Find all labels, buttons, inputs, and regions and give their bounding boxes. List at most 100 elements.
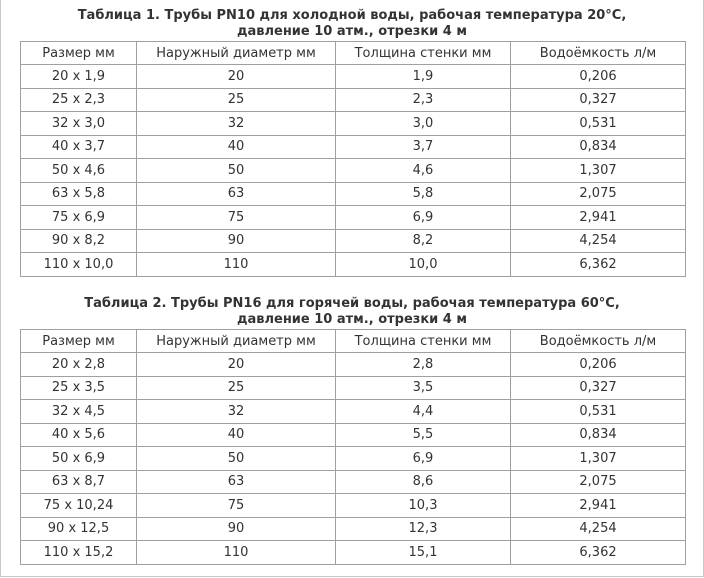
table-row: 50 x 4,6 50 4,6 1,307 [20,158,686,183]
cell-outer-diameter: 63 [136,469,336,494]
cell-size: 32 x 4,5 [20,399,137,424]
cell-outer-diameter: 20 [136,352,336,377]
table-row: 40 x 3,7 40 3,7 0,834 [20,134,686,159]
cell-wall-thickness: 4,6 [335,158,511,183]
table-row: 20 x 2,8 20 2,8 0,206 [20,352,686,377]
cell-wall-thickness: 3,0 [335,111,511,136]
cell-water-capacity: 4,254 [510,228,686,253]
cell-size: 90 x 8,2 [20,228,137,253]
cell-size: 90 x 12,5 [20,516,137,541]
table-row: 110 x 10,0 110 10,0 6,362 [20,252,686,277]
cell-outer-diameter: 40 [136,422,336,447]
cell-size: 40 x 3,7 [20,134,137,159]
cell-outer-diameter: 75 [136,493,336,518]
cell-outer-diameter: 90 [136,516,336,541]
table-row: 63 x 5,8 63 5,8 2,075 [20,181,686,206]
cell-water-capacity: 2,941 [510,493,686,518]
cell-size: 25 x 2,3 [20,87,137,112]
header-outer-diameter: Наружный диаметр мм [136,41,336,65]
cell-water-capacity: 0,327 [510,87,686,112]
cell-size: 110 x 15,2 [20,540,137,565]
cell-outer-diameter: 32 [136,111,336,136]
cell-size: 20 x 1,9 [20,64,137,89]
cell-water-capacity: 0,834 [510,422,686,447]
cell-wall-thickness: 2,8 [335,352,511,377]
table-row: 32 x 3,0 32 3,0 0,531 [20,111,686,136]
table-row: 32 x 4,5 32 4,4 0,531 [20,399,686,424]
cell-wall-thickness: 10,3 [335,493,511,518]
table1-cold-water-pipes: Размер мм Наружный диаметр мм Толщина ст… [20,41,686,277]
cell-size: 20 x 2,8 [20,352,137,377]
table2-hot-water-pipes: Размер мм Наружный диаметр мм Толщина ст… [20,329,686,565]
cell-wall-thickness: 6,9 [335,446,511,471]
table-row: 20 x 1,9 20 1,9 0,206 [20,64,686,89]
header-water-capacity: Водоёмкость л/м [510,41,686,65]
cell-outer-diameter: 32 [136,399,336,424]
cell-wall-thickness: 8,6 [335,469,511,494]
cell-size: 40 x 5,6 [20,422,137,447]
table-row: 63 x 8,7 63 8,6 2,075 [20,469,686,494]
cell-size: 75 x 10,24 [20,493,137,518]
cell-water-capacity: 0,327 [510,375,686,400]
header-outer-diameter: Наружный диаметр мм [136,329,336,353]
cell-outer-diameter: 25 [136,87,336,112]
table2-caption-line2: давление 10 атм., отрезки 4 м [236,312,468,327]
cell-size: 50 x 4,6 [20,158,137,183]
table1-caption: Таблица 1. Трубы PN10 для холодной воды,… [0,8,704,40]
cell-wall-thickness: 4,4 [335,399,511,424]
cell-water-capacity: 1,307 [510,446,686,471]
cell-water-capacity: 0,206 [510,352,686,377]
header-size: Размер мм [20,41,137,65]
table-row: 25 x 3,5 25 3,5 0,327 [20,375,686,400]
cell-water-capacity: 0,834 [510,134,686,159]
cell-wall-thickness: 10,0 [335,252,511,277]
table-header-row: Размер мм Наружный диаметр мм Толщина ст… [20,329,686,353]
cell-outer-diameter: 63 [136,181,336,206]
cell-water-capacity: 0,531 [510,111,686,136]
table-row: 75 x 10,24 75 10,3 2,941 [20,493,686,518]
cell-wall-thickness: 1,9 [335,64,511,89]
cell-outer-diameter: 50 [136,158,336,183]
table-row: 50 x 6,9 50 6,9 1,307 [20,446,686,471]
cell-wall-thickness: 8,2 [335,228,511,253]
table-row: 90 x 8,2 90 8,2 4,254 [20,228,686,253]
cell-outer-diameter: 20 [136,64,336,89]
table2-caption: Таблица 2. Трубы PN16 для горячей воды, … [0,296,704,328]
table1-caption-line2: давление 10 атм., отрезки 4 м [236,24,468,39]
table-row: 75 x 6,9 75 6,9 2,941 [20,205,686,230]
cell-size: 63 x 5,8 [20,181,137,206]
cell-water-capacity: 4,254 [510,516,686,541]
table-row: 110 x 15,2 110 15,1 6,362 [20,540,686,565]
cell-size: 32 x 3,0 [20,111,137,136]
header-wall-thickness: Толщина стенки мм [335,41,511,65]
cell-water-capacity: 6,362 [510,252,686,277]
cell-outer-diameter: 25 [136,375,336,400]
cell-wall-thickness: 3,5 [335,375,511,400]
header-water-capacity: Водоёмкость л/м [510,329,686,353]
cell-outer-diameter: 75 [136,205,336,230]
cell-wall-thickness: 5,5 [335,422,511,447]
cell-wall-thickness: 5,8 [335,181,511,206]
cell-water-capacity: 6,362 [510,540,686,565]
table-row: 40 x 5,6 40 5,5 0,834 [20,422,686,447]
cell-wall-thickness: 2,3 [335,87,511,112]
cell-water-capacity: 2,941 [510,205,686,230]
cell-wall-thickness: 3,7 [335,134,511,159]
cell-size: 75 x 6,9 [20,205,137,230]
cell-outer-diameter: 40 [136,134,336,159]
cell-water-capacity: 2,075 [510,181,686,206]
header-wall-thickness: Толщина стенки мм [335,329,511,353]
table-row: 25 x 2,3 25 2,3 0,327 [20,87,686,112]
cell-outer-diameter: 50 [136,446,336,471]
cell-size: 110 x 10,0 [20,252,137,277]
table-header-row: Размер мм Наружный диаметр мм Толщина ст… [20,41,686,65]
cell-size: 25 x 3,5 [20,375,137,400]
cell-size: 63 x 8,7 [20,469,137,494]
cell-outer-diameter: 110 [136,540,336,565]
cell-wall-thickness: 6,9 [335,205,511,230]
cell-water-capacity: 0,531 [510,399,686,424]
cell-outer-diameter: 110 [136,252,336,277]
cell-wall-thickness: 12,3 [335,516,511,541]
table1-caption-line1: Таблица 1. Трубы PN10 для холодной воды,… [77,8,627,23]
cell-size: 50 x 6,9 [20,446,137,471]
